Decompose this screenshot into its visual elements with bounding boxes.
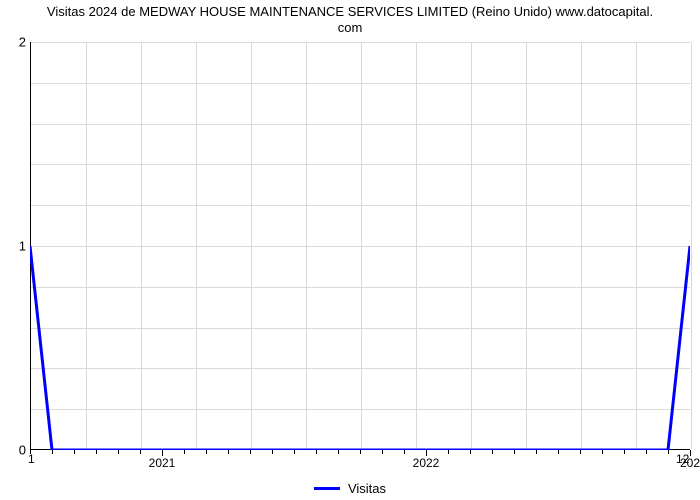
gridline-vertical	[581, 42, 582, 449]
x-tick-minor	[624, 450, 625, 454]
x-tick-minor	[602, 450, 603, 454]
gridline-vertical	[526, 42, 527, 449]
plot-area	[30, 42, 690, 450]
chart-title-line2: com	[338, 20, 363, 35]
chart-title: Visitas 2024 de MEDWAY HOUSE MAINTENANCE…	[0, 4, 700, 37]
x-tick-minor	[316, 450, 317, 454]
y-tick-label: 2	[6, 35, 26, 50]
x-tick-minor	[250, 450, 251, 454]
x-tick-minor	[580, 450, 581, 454]
x-tick-minor	[470, 450, 471, 454]
x-end-label-left: 1	[28, 452, 35, 466]
gridline-vertical	[471, 42, 472, 449]
gridline-vertical	[251, 42, 252, 449]
x-tick-minor	[448, 450, 449, 454]
chart-title-line1: Visitas 2024 de MEDWAY HOUSE MAINTENANCE…	[47, 4, 653, 19]
x-tick-minor	[228, 450, 229, 454]
x-tick-minor	[492, 450, 493, 454]
x-tick-minor	[118, 450, 119, 454]
x-tick-label: 2021	[149, 456, 176, 470]
x-tick-minor	[52, 450, 53, 454]
x-tick-minor	[294, 450, 295, 454]
x-tick-minor	[558, 450, 559, 454]
gridline-vertical	[636, 42, 637, 449]
gridline-vertical	[691, 42, 692, 449]
x-tick-minor	[360, 450, 361, 454]
x-tick-minor	[646, 450, 647, 454]
x-tick-minor	[74, 450, 75, 454]
gridline-vertical	[306, 42, 307, 449]
x-tick-minor	[206, 450, 207, 454]
gridline-vertical	[416, 42, 417, 449]
x-tick-minor	[96, 450, 97, 454]
x-tick-minor	[140, 450, 141, 454]
x-tick-minor	[536, 450, 537, 454]
gridline-vertical	[141, 42, 142, 449]
legend-label: Visitas	[348, 481, 386, 496]
x-tick-minor	[184, 450, 185, 454]
x-tick-minor	[514, 450, 515, 454]
x-tick-minor	[668, 450, 669, 454]
gridline-vertical	[86, 42, 87, 449]
y-tick-label: 1	[6, 239, 26, 254]
gridline-vertical	[361, 42, 362, 449]
x-tick-label: 2022	[413, 456, 440, 470]
y-tick-label: 0	[6, 443, 26, 458]
legend: Visitas	[314, 481, 386, 496]
x-end-label-right: 12	[676, 452, 689, 466]
gridline-vertical	[196, 42, 197, 449]
x-tick-minor	[272, 450, 273, 454]
legend-swatch	[314, 487, 340, 490]
x-tick-minor	[404, 450, 405, 454]
x-tick-minor	[338, 450, 339, 454]
x-tick-minor	[382, 450, 383, 454]
